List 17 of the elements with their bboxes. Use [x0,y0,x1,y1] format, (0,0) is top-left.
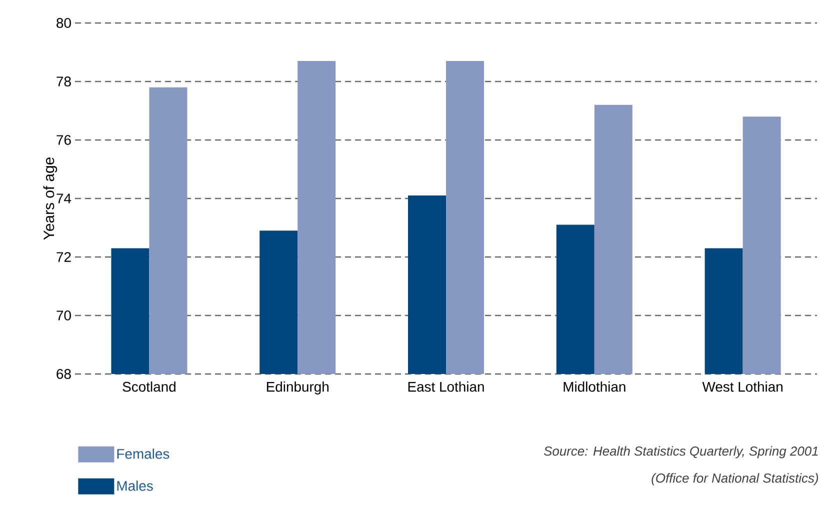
x-tick-label: East Lothian [408,382,484,392]
y-tick-label: 76 [56,135,71,145]
x-tick-label: Midlothian [564,382,626,392]
y-tick-label: 78 [56,76,71,86]
text: (Office for National Statistics) [652,473,818,486]
y-tick-label: 72 [56,252,71,262]
legend-label: Males [117,480,153,491]
source-note: Source: Health Statistics Quarterly, Spring 2001 [544,446,818,458]
y-tick-label: 80 [56,18,71,28]
y-tick-label: 68 [56,369,71,379]
y-axis-title: Years of age [43,157,58,240]
y-tick-label: 70 [56,310,71,320]
y-tick-label: 74 [56,194,72,204]
x-tick-label: Edinburgh [266,382,328,395]
x-tick-label: Scotland [122,382,176,392]
legend-label: Females [117,448,170,459]
x-tick-label: West Lothian [702,382,782,392]
